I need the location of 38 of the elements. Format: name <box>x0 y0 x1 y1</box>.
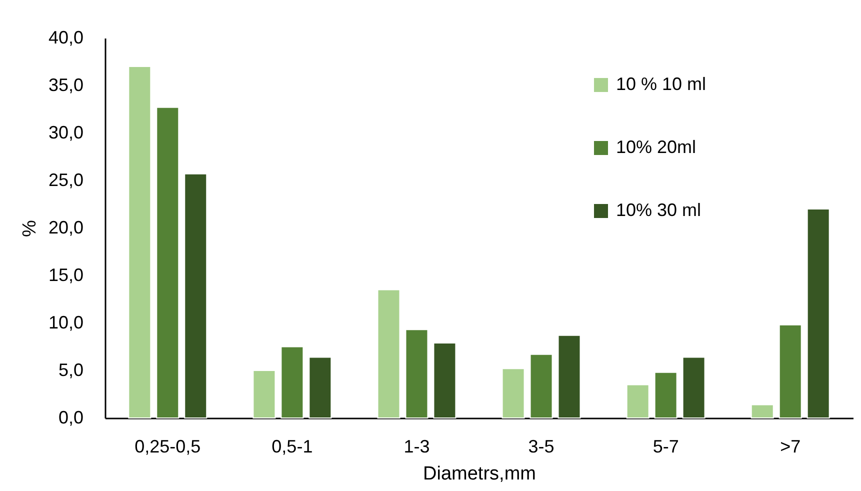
x-tick-label: 3-5 <box>528 436 554 456</box>
bar <box>433 342 456 418</box>
bar <box>377 289 400 418</box>
x-tick-label: 0,25-0,5 <box>134 436 201 456</box>
y-tick-label: 30,0 <box>48 122 84 142</box>
bar <box>806 208 830 418</box>
y-tick-label: 10,0 <box>48 312 84 332</box>
bar <box>778 324 802 418</box>
legend-label: 10% 30 ml <box>616 200 702 220</box>
bar <box>530 354 553 418</box>
legend-label: 10% 20ml <box>616 137 696 157</box>
y-tick-label: 40,0 <box>48 28 84 48</box>
bar <box>280 346 304 418</box>
y-axis-title: % <box>20 220 40 237</box>
x-tick-label: 1-3 <box>404 436 430 456</box>
bar <box>128 66 152 418</box>
legend-label: 10 % 10 ml <box>616 74 706 94</box>
x-tick-label: 0,5-1 <box>272 436 313 456</box>
bar <box>654 372 678 418</box>
x-tick-label: >7 <box>780 436 801 456</box>
bar <box>308 356 332 418</box>
y-tick-label: 15,0 <box>48 265 84 285</box>
y-tick-label: 25,0 <box>48 170 84 190</box>
bar <box>626 384 650 418</box>
x-axis-title: Diametrs,mm <box>423 464 536 484</box>
bar <box>252 370 276 418</box>
y-tick-label: 5,0 <box>58 360 84 380</box>
bar <box>156 106 180 418</box>
bar <box>682 356 706 418</box>
bar <box>184 173 208 418</box>
y-tick-label: 0,0 <box>58 408 84 428</box>
x-tick-label: 5-7 <box>652 436 679 456</box>
y-tick-label: 35,0 <box>48 75 84 95</box>
y-tick-label: 20,0 <box>48 218 84 238</box>
bar <box>750 404 774 418</box>
bar <box>558 334 581 418</box>
bar <box>502 368 525 418</box>
bar <box>405 329 428 418</box>
